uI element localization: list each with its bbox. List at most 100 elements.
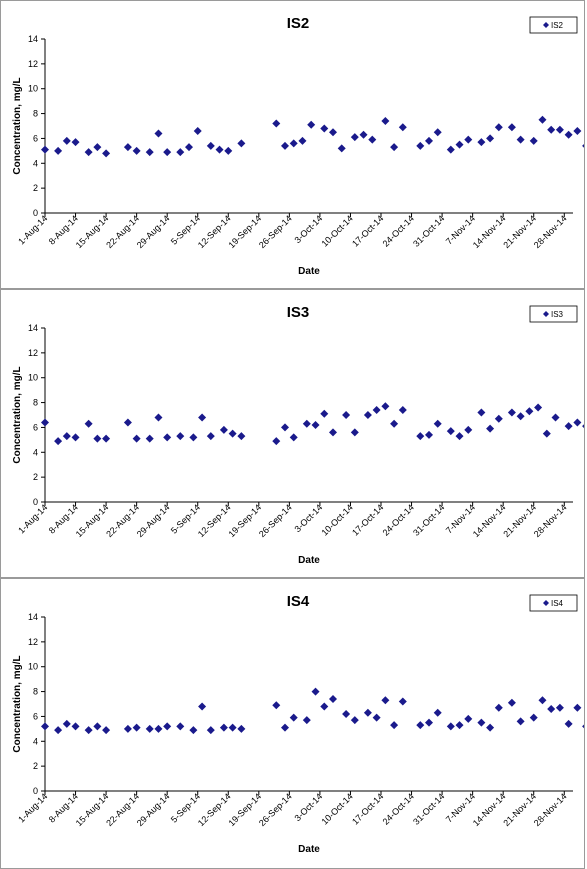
data-point (237, 432, 246, 441)
data-point (390, 143, 399, 152)
data-point (363, 708, 372, 717)
data-point (564, 719, 573, 728)
y-tick-label: 14 (28, 612, 38, 622)
data-point (311, 420, 320, 429)
data-point (329, 128, 337, 137)
legend-label: IS2 (551, 21, 564, 30)
y-tick-label: 0 (33, 786, 38, 796)
data-point (342, 709, 351, 718)
data-point (93, 434, 102, 443)
y-tick-label: 0 (33, 497, 38, 507)
data-point (477, 138, 486, 147)
data-point (446, 722, 455, 731)
data-point (54, 146, 63, 155)
data-point (477, 408, 486, 417)
data-point (455, 432, 464, 441)
data-point (433, 419, 442, 428)
data-point (62, 432, 71, 441)
legend-box (529, 305, 578, 323)
data-point (372, 406, 381, 415)
y-tick-label: 14 (28, 34, 38, 44)
data-point (176, 148, 185, 157)
y-tick-label: 8 (33, 398, 38, 408)
data-point (582, 724, 584, 729)
data-point (555, 125, 564, 134)
data-point (433, 128, 442, 137)
data-point (416, 721, 425, 730)
data-point (486, 424, 495, 433)
data-point (538, 696, 547, 705)
data-point (193, 126, 202, 135)
x-tick-label: 29-Aug-14 (135, 791, 172, 828)
y-tick-label: 10 (28, 373, 38, 383)
data-point (573, 703, 582, 712)
x-tick-label: 10-Oct-14 (319, 502, 354, 537)
data-point (237, 724, 246, 733)
x-tick-label: 24-Oct-14 (381, 502, 416, 537)
data-point (289, 713, 298, 722)
chart-panel-is4: IS4 0 2 4 6 8 10 12 14 1-Aug-14 8-Aug-14 15-Aug-14 2… (0, 578, 585, 869)
x-tick-label: 26-Sep-14 (257, 213, 294, 250)
data-point (123, 418, 132, 427)
data-point (281, 141, 289, 150)
data-point (163, 722, 172, 731)
data-point (455, 140, 464, 149)
chart-title: IS2 (287, 15, 310, 32)
data-point (433, 708, 442, 717)
data-point (102, 149, 111, 158)
data-point (416, 432, 425, 441)
y-tick-label: 2 (33, 761, 38, 771)
data-point (71, 433, 80, 442)
data-point (464, 135, 473, 144)
data-point (272, 437, 281, 446)
data-point (132, 146, 141, 155)
data-point (582, 143, 584, 148)
data-point (289, 139, 298, 148)
data-point (425, 430, 433, 439)
data-point (486, 134, 495, 143)
data-point (350, 716, 359, 725)
x-tick-label: 31-Oct-14 (411, 213, 446, 248)
data-point (185, 143, 193, 152)
data-point (176, 432, 185, 441)
x-tick-label: 26-Sep-14 (257, 791, 294, 828)
y-tick-label: 10 (28, 662, 38, 672)
y-axis-label: Concentration, mg/L (12, 77, 23, 174)
data-point (163, 433, 172, 442)
y-axis-label: Concentration, mg/L (12, 366, 23, 463)
data-point (464, 425, 473, 434)
data-point (320, 409, 329, 418)
data-point (41, 418, 49, 427)
data-point (342, 411, 351, 419)
data-point (62, 136, 71, 145)
data-point (198, 702, 207, 711)
data-point (494, 414, 503, 423)
data-point (311, 687, 320, 696)
data-point (298, 136, 307, 145)
legend-marker (543, 22, 549, 28)
data-point (206, 432, 215, 441)
data-point (329, 695, 337, 704)
data-point (307, 120, 316, 129)
y-tick-label: 10 (28, 84, 38, 94)
y-tick-label: 6 (33, 711, 38, 721)
data-point (564, 422, 573, 431)
data-point (272, 701, 281, 710)
data-point (529, 136, 538, 145)
data-point (215, 145, 224, 154)
data-point (145, 148, 154, 157)
y-tick-label: 4 (33, 447, 38, 457)
y-tick-label: 4 (33, 158, 38, 168)
y-tick-label: 12 (28, 348, 38, 358)
data-point (163, 148, 172, 157)
data-point (219, 723, 228, 732)
data-point (363, 411, 372, 419)
legend-marker (543, 311, 549, 317)
data-point (547, 704, 556, 713)
legend-box (529, 594, 578, 612)
data-point (154, 129, 163, 138)
data-point (359, 130, 368, 139)
data-point (41, 722, 49, 731)
data-point (372, 713, 381, 722)
data-point (425, 136, 433, 145)
